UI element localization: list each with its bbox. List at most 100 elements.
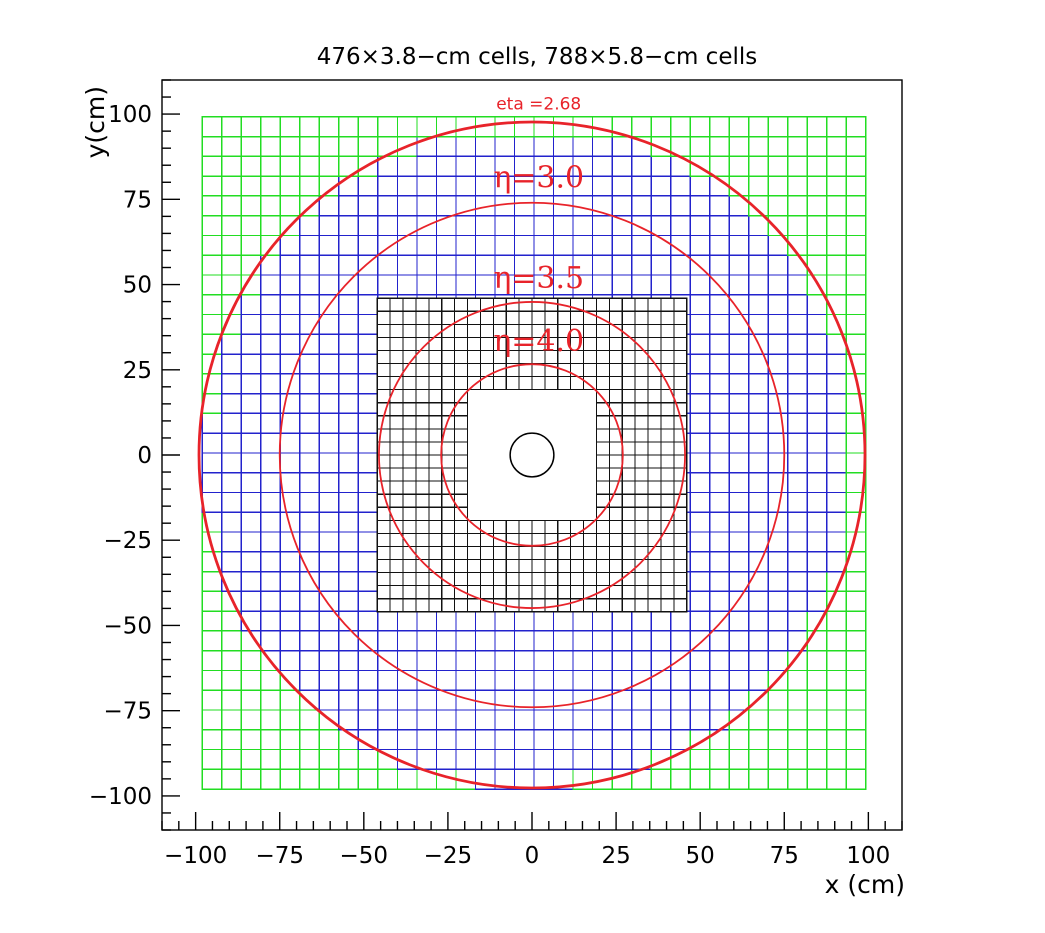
large-cell xyxy=(708,234,730,256)
large-cell xyxy=(825,135,847,158)
large-cell xyxy=(318,135,340,158)
large-cell xyxy=(279,649,301,672)
large-cell xyxy=(806,313,828,336)
large-cell xyxy=(377,669,399,691)
large-cell xyxy=(533,729,555,751)
large-cell xyxy=(767,313,789,336)
large-cell xyxy=(513,729,535,751)
large-cell xyxy=(338,373,360,395)
large-cell xyxy=(786,155,808,177)
large-cell xyxy=(299,630,321,652)
large-cell xyxy=(299,748,321,771)
large-cell xyxy=(591,175,613,197)
large-cell xyxy=(825,610,847,632)
y-tick-label: −75 xyxy=(103,699,152,725)
large-cell xyxy=(474,748,496,771)
large-cell xyxy=(708,610,730,632)
large-cell xyxy=(357,768,379,790)
x-tick-label: −75 xyxy=(255,843,304,869)
large-cell xyxy=(767,649,789,672)
x-tick-label: 25 xyxy=(601,843,630,869)
large-cell xyxy=(806,195,828,217)
large-cell xyxy=(455,729,477,751)
large-cell xyxy=(689,432,711,454)
large-cell xyxy=(318,392,340,415)
plot-title: 476×3.8−cm cells, 788×5.8−cm cells xyxy=(317,44,758,70)
large-cell xyxy=(377,610,399,632)
large-cell xyxy=(318,274,340,296)
large-cell xyxy=(494,748,516,771)
eta-circles: eta =2.68 η=3.0 η=3.5 η=4.0 xyxy=(197,95,867,790)
large-cell xyxy=(377,729,399,751)
large-cell xyxy=(591,689,613,711)
large-cell xyxy=(221,452,243,474)
large-cell xyxy=(474,214,496,237)
large-cell xyxy=(611,155,633,177)
large-cell xyxy=(806,432,828,454)
large-cell xyxy=(786,432,808,454)
large-cell xyxy=(806,353,828,375)
large-cell xyxy=(240,175,262,197)
large-cell xyxy=(630,234,652,256)
large-cell xyxy=(845,234,867,256)
large-cell xyxy=(357,689,379,711)
large-cell xyxy=(786,570,808,593)
large-cell xyxy=(533,748,555,771)
large-cell xyxy=(435,709,457,731)
large-cell xyxy=(786,274,808,296)
large-cell xyxy=(279,333,301,355)
large-cell xyxy=(708,511,730,533)
large-cell xyxy=(825,649,847,672)
large-cell xyxy=(260,709,282,731)
large-cell xyxy=(279,709,301,731)
large-cell xyxy=(221,729,243,751)
large-cell xyxy=(357,590,379,612)
large-cell xyxy=(318,729,340,751)
large-cell xyxy=(708,313,730,336)
large-cell xyxy=(650,116,672,138)
large-cell xyxy=(845,195,867,217)
large-cell xyxy=(845,175,867,197)
large-cell xyxy=(455,610,477,632)
large-cell xyxy=(221,274,243,296)
large-cell xyxy=(201,274,223,296)
large-cell xyxy=(845,570,867,593)
large-cell xyxy=(708,353,730,375)
large-cell xyxy=(689,452,711,474)
large-cell xyxy=(494,709,516,731)
large-cell xyxy=(767,412,789,434)
large-cell xyxy=(260,333,282,355)
large-cell xyxy=(201,729,223,751)
large-cell xyxy=(650,214,672,237)
large-cell xyxy=(533,234,555,256)
large-cell xyxy=(474,630,496,652)
large-cell xyxy=(318,570,340,593)
large-cell xyxy=(221,709,243,731)
large-cell xyxy=(747,768,769,790)
large-cell xyxy=(669,729,691,751)
large-cell xyxy=(299,610,321,632)
large-cell xyxy=(630,729,652,751)
large-cell xyxy=(260,630,282,652)
large-cell xyxy=(221,353,243,375)
large-cell xyxy=(279,551,301,573)
large-cell xyxy=(845,590,867,612)
large-cell xyxy=(240,234,262,256)
large-cell xyxy=(825,195,847,217)
large-cell xyxy=(650,669,672,691)
large-cell xyxy=(299,412,321,434)
large-cell xyxy=(299,116,321,138)
large-cell xyxy=(299,669,321,691)
large-cell xyxy=(825,709,847,731)
large-cell xyxy=(630,610,652,632)
large-cell xyxy=(260,531,282,553)
large-cell xyxy=(689,709,711,731)
large-cell xyxy=(728,531,750,553)
large-cell xyxy=(240,412,262,434)
large-cell xyxy=(689,333,711,355)
large-cell xyxy=(728,472,750,494)
large-cell xyxy=(747,135,769,158)
large-cell xyxy=(435,274,457,296)
large-cell xyxy=(260,135,282,158)
